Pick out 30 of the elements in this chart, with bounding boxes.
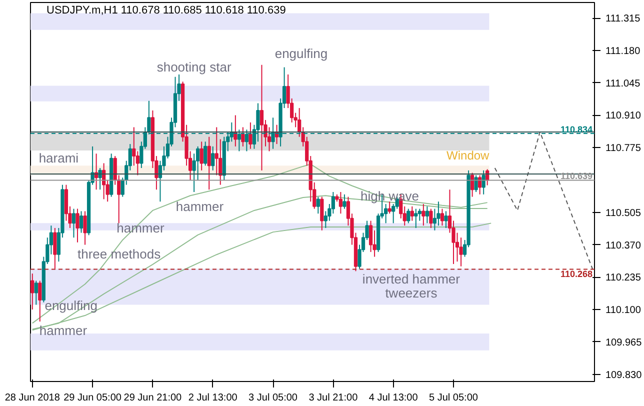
chart-title: USDJPY.m,H1 110.678 110.685 110.618 110.639: [46, 4, 286, 16]
annotation: three methods: [77, 246, 162, 262]
y-tick-label: 109.965: [606, 337, 642, 348]
y-tick-label: 110.370: [606, 240, 642, 252]
y-tick-label: 109.830: [606, 370, 642, 381]
y-tick-label: 110.505: [606, 208, 642, 219]
x-tick-label: 5 Jul 05:00: [429, 392, 478, 404]
y-tick-label: 110.910: [606, 110, 642, 122]
y-tick-label: 111.180: [606, 46, 641, 57]
y-tick-label: 111.315: [606, 14, 641, 25]
x-tick-label: 3 Jul 05:00: [248, 392, 298, 404]
annotation: engulfing: [274, 46, 328, 62]
y-tick-label: 110.100: [606, 305, 642, 316]
y-tick-label: 110.235: [606, 272, 642, 284]
y-tick-label: 111.045: [606, 78, 641, 90]
y-tick-label: 110.775: [606, 143, 642, 154]
x-tick-label: 4 Jul 13:00: [368, 392, 418, 404]
annotation: shooting star: [156, 59, 232, 74]
ref-line-label: 110.268: [560, 269, 593, 280]
x-tick-label: 29 Jun 05:00: [64, 392, 122, 404]
annotation: hammer: [176, 198, 224, 214]
annotation: inverted hammer: [362, 272, 461, 287]
annotation: harami: [38, 150, 79, 166]
annotation: hammer: [39, 323, 88, 338]
annotation: tweezers: [385, 286, 438, 301]
x-tick-label: 28 Jun 2018: [4, 392, 60, 404]
band-label: Window: [446, 148, 490, 163]
x-tick-label: 3 Jul 21:00: [308, 392, 358, 404]
x-tick-label: 29 Jun 21:00: [124, 392, 182, 404]
x-tick-label: 2 Jul 13:00: [188, 392, 238, 404]
